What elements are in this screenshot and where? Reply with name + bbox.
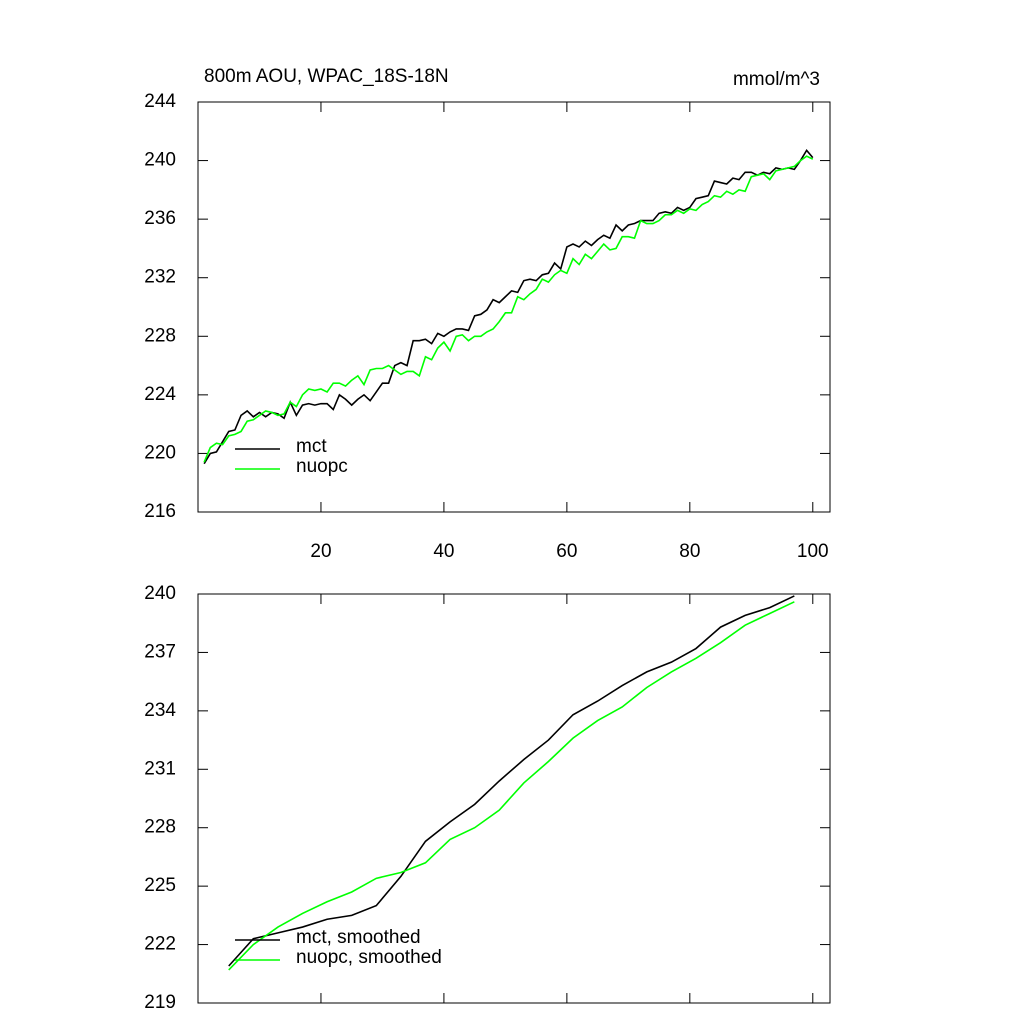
y-tick-label: 224 [144,384,176,405]
y-tick-label: 240 [144,583,176,604]
plot-frame [197,593,831,1004]
x-tick-label: 40 [433,541,454,562]
y-tick-label: 222 [144,934,176,955]
units-label: mmol/m^3 [733,69,820,90]
legend-label: nuopc [296,456,348,477]
chart-title: 800m AOU, WPAC_18S-18N [204,66,449,87]
legend-label: nuopc, smoothed [296,947,442,968]
y-tick-label: 240 [144,150,176,171]
series-line [203,148,814,465]
x-tick-label: 100 [797,541,829,562]
y-tick-label: 220 [144,442,176,463]
series-line [228,601,795,971]
y-tick-label: 234 [144,700,176,721]
y-tick-label: 232 [144,267,176,288]
y-tick-label: 225 [144,875,176,896]
y-tick-label: 219 [144,992,176,1013]
plot-frame [197,101,831,513]
y-tick-label: 236 [144,208,176,229]
series-line [203,155,814,463]
legend-label: mct [296,436,327,457]
y-tick-label: 244 [144,91,176,112]
x-tick-label: 60 [556,541,577,562]
x-tick-label: 20 [310,541,331,562]
series-line [228,595,795,967]
y-tick-label: 237 [144,641,176,662]
y-tick-label: 216 [144,501,176,522]
y-tick-label: 231 [144,758,176,779]
x-tick-label: 80 [679,541,700,562]
y-tick-label: 228 [144,325,176,346]
legend-label: mct, smoothed [296,927,421,948]
y-tick-label: 228 [144,817,176,838]
